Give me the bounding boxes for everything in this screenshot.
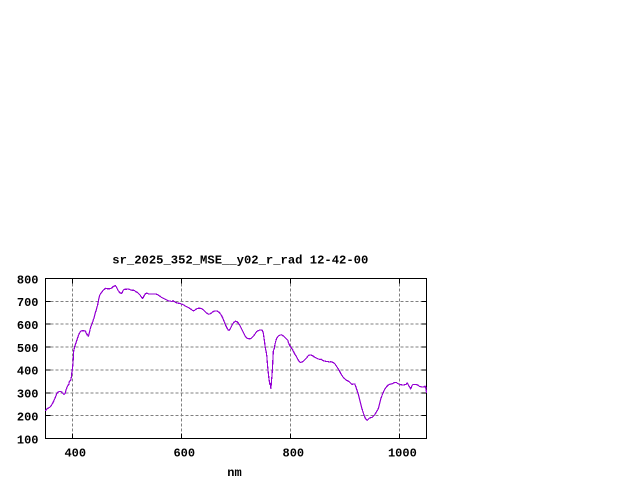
svg-text:1000: 1000: [388, 447, 417, 461]
svg-text:100: 100: [17, 433, 39, 447]
svg-text:nm: nm: [227, 466, 241, 480]
svg-text:600: 600: [17, 319, 39, 333]
svg-text:300: 300: [17, 388, 39, 402]
svg-text:400: 400: [64, 447, 86, 461]
svg-text:600: 600: [173, 447, 195, 461]
svg-text:sr_2025_352_MSE__y02_r_rad 12-: sr_2025_352_MSE__y02_r_rad 12-42-00: [112, 253, 368, 267]
svg-text:700: 700: [17, 296, 39, 310]
svg-text:800: 800: [17, 273, 39, 287]
svg-text:400: 400: [17, 365, 39, 379]
svg-text:500: 500: [17, 342, 39, 356]
svg-text:800: 800: [283, 447, 305, 461]
svg-text:200: 200: [17, 410, 39, 424]
